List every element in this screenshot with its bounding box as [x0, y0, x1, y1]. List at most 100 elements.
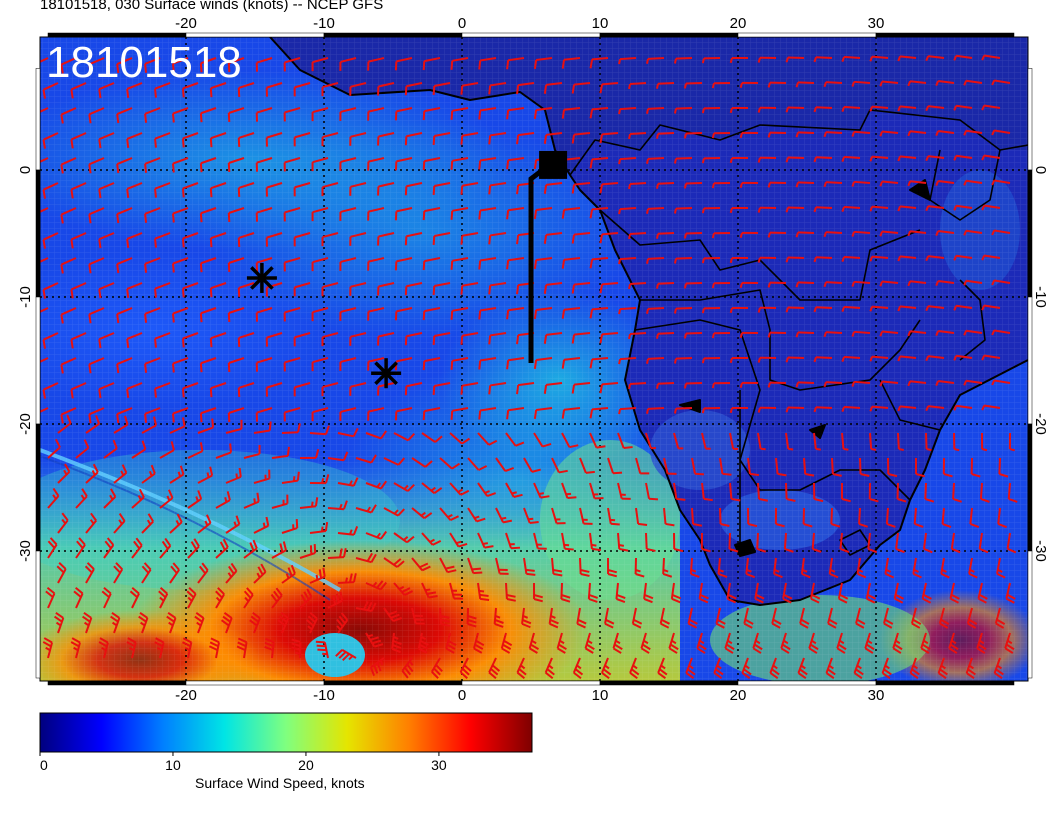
wind-barb	[785, 206, 805, 213]
wind-barb	[506, 57, 525, 70]
wind-barb	[851, 180, 871, 187]
wind-barb	[963, 279, 983, 286]
wind-barb	[607, 557, 618, 578]
wind-barb	[830, 507, 841, 528]
wind-barb	[131, 488, 145, 509]
wind-barb	[116, 407, 133, 424]
wind-barb	[841, 155, 861, 162]
wind-barb	[561, 532, 574, 551]
wind-barb	[450, 307, 469, 320]
wind-barb	[478, 157, 497, 170]
wind-barb	[401, 657, 414, 679]
wind-barb	[126, 332, 143, 349]
wind-barb	[561, 257, 581, 269]
wind-barb	[935, 129, 955, 136]
wind-barb	[977, 582, 988, 604]
wind-barb	[277, 611, 290, 634]
wind-barb	[270, 587, 283, 609]
wind-barb	[548, 607, 559, 629]
frame-band	[1027, 68, 1033, 171]
wind-barb	[935, 79, 955, 86]
wind-barb	[171, 157, 189, 173]
wind-barb	[745, 557, 756, 579]
wind-barb	[253, 421, 272, 434]
wind-barb	[698, 582, 709, 604]
wind-barb	[299, 588, 313, 609]
wind-barb	[785, 156, 805, 163]
wind-barb	[533, 57, 553, 70]
wind-barb	[970, 457, 981, 478]
wind-barb	[618, 407, 637, 415]
wind-barb	[935, 279, 955, 286]
wind-barb	[837, 582, 849, 604]
wind-barb	[88, 57, 105, 74]
wind-barb	[60, 57, 77, 74]
lon-tick-label-top: 10	[592, 15, 609, 32]
wind-barb	[521, 607, 532, 629]
wind-barb	[311, 57, 329, 72]
wind-barb	[367, 257, 385, 271]
wind-barb	[88, 407, 105, 424]
track-markers	[246, 150, 568, 389]
wind-barb	[774, 507, 785, 528]
wind-barb	[394, 257, 413, 271]
wind-barb	[339, 57, 357, 71]
wind-barb	[668, 632, 679, 654]
wind-barb	[756, 532, 767, 553]
wind-barb	[1005, 582, 1016, 604]
frame-band	[35, 423, 41, 552]
wind-barb	[853, 657, 864, 680]
wind-barb	[523, 457, 541, 473]
wind-barb	[994, 607, 1006, 629]
wind-barb	[757, 482, 769, 502]
wind-barb	[561, 207, 581, 219]
wind-barb	[488, 382, 507, 395]
wind-barb	[478, 207, 497, 220]
wind-barb	[617, 432, 633, 449]
wind-barb	[965, 657, 976, 680]
wind-barb	[141, 416, 158, 434]
wind-barb	[711, 82, 731, 89]
wind-barb	[393, 582, 414, 596]
wind-barb	[169, 562, 180, 584]
lat-tick-label-left: -20	[17, 413, 34, 435]
wind-barb	[589, 157, 609, 169]
wind-barb	[70, 332, 87, 349]
wind-barb	[655, 182, 675, 189]
wind-barb	[645, 532, 656, 552]
wind-barb	[265, 182, 283, 197]
wind-barb	[963, 179, 983, 186]
lat-tick-label-left: -30	[17, 540, 34, 562]
wind-barb	[691, 457, 705, 476]
wind-barb	[377, 132, 395, 146]
wind-barb	[729, 482, 741, 502]
wind-barb	[615, 582, 626, 604]
wind-barb	[869, 205, 889, 212]
wind-barb	[646, 57, 665, 64]
wind-barb	[264, 637, 275, 659]
wind-barb	[859, 457, 870, 477]
lat-tick-label-right: -20	[1032, 413, 1049, 435]
wind-barb	[795, 231, 815, 238]
wind-barb	[154, 332, 171, 348]
wind-barb	[646, 107, 665, 114]
wind-barb	[729, 157, 749, 164]
wind-barb	[589, 482, 604, 500]
wind-barb	[506, 207, 525, 220]
wind-barb	[209, 232, 227, 248]
wind-barb	[701, 482, 713, 502]
wind-barb	[869, 55, 889, 62]
wind-barb	[488, 657, 501, 680]
wind-barb	[430, 657, 443, 679]
wind-barb	[249, 611, 261, 634]
wind-barb	[646, 207, 665, 214]
wind-barb	[981, 432, 988, 452]
wind-barb	[439, 607, 451, 627]
wind-barb	[321, 332, 339, 347]
wind-barb	[813, 432, 821, 451]
wind-barb	[171, 107, 189, 123]
wind-barb	[243, 539, 258, 559]
wind-barb	[868, 482, 879, 503]
wind-barb	[869, 405, 889, 412]
wind-barb	[673, 357, 693, 364]
